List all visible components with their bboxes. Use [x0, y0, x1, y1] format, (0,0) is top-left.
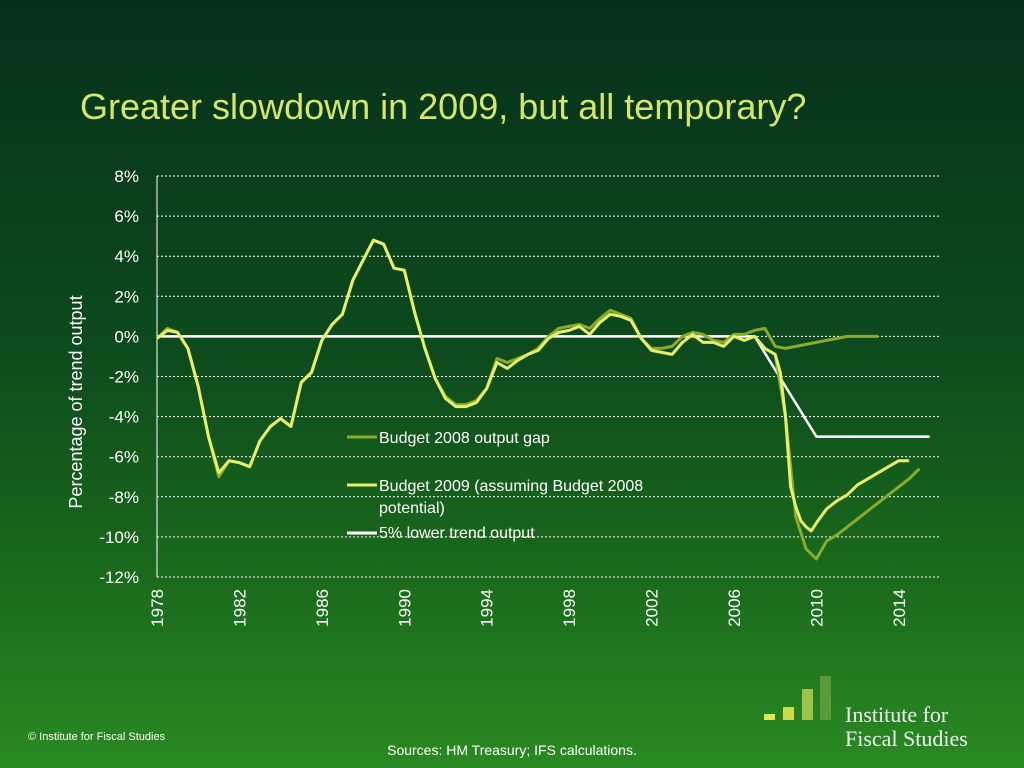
legend: Budget 2008 output gap Budget 2009 (assu… [347, 430, 643, 542]
gridlines [156, 175, 940, 578]
y-tick-label: -10% [99, 528, 139, 547]
copyright-notice: © Institute for Fiscal Studies [28, 731, 166, 743]
logo-bar-2 [783, 707, 794, 720]
y-tick-labels: 8% 6% 4% 2% 0% -2% -4% -6% -8% -10% -12% [99, 167, 139, 587]
series-lines [155, 238, 930, 561]
logo-text-line1: Institute for [845, 702, 949, 727]
y-tick-label: 8% [114, 167, 139, 186]
sources-note: Sources: HM Treasury; IFS calculations. [387, 742, 637, 758]
legend-label-budget-2009-line1: Budget 2009 (assuming Budget 2008 [379, 478, 643, 495]
x-tick-label: 2014 [890, 589, 909, 627]
y-tick-label: 6% [114, 207, 139, 226]
series-line-budget-2008-continued [773, 354, 921, 561]
logo-bar-1 [764, 714, 775, 720]
series-line-lower-trend [157, 335, 930, 438]
logo-bar-3 [802, 689, 813, 720]
x-tick-label: 1994 [478, 589, 497, 627]
y-tick-label: -8% [109, 488, 139, 507]
x-tick-label: 1978 [148, 589, 167, 627]
legend-label-budget-2009-line2: potential) [379, 500, 445, 517]
x-tick-label: 2010 [807, 589, 826, 627]
y-tick-label: 4% [114, 247, 139, 266]
y-tick-label: -2% [109, 368, 139, 387]
x-tick-label: 1982 [230, 589, 249, 627]
y-tick-label: -12% [99, 568, 139, 587]
x-tick-label: 2002 [643, 589, 662, 627]
series-line-budget-2009 [156, 238, 910, 533]
x-tick-label: 2006 [725, 589, 744, 627]
x-tick-labels: 1978 1982 1986 1990 1994 1998 2002 2006 2010 2014 [148, 589, 909, 627]
x-tick-label: 1986 [313, 589, 332, 627]
logo-bar-4 [820, 676, 831, 720]
y-tick-label: -4% [109, 408, 139, 427]
x-tick-label: 1998 [560, 589, 579, 627]
ifs-logo [764, 676, 831, 720]
logo-text-line2: Fiscal Studies [845, 726, 968, 751]
slide-title: Greater slowdown in 2009, but all tempor… [80, 86, 807, 127]
y-tick-label: -6% [109, 448, 139, 467]
y-tick-label: 0% [114, 327, 139, 346]
y-axis-label: Percentage of trend output [66, 295, 86, 508]
y-tick-label: 2% [114, 287, 139, 306]
x-tick-label: 1990 [395, 589, 414, 627]
legend-label-lower-trend: 5% lower trend output [379, 525, 535, 542]
legend-label-budget-2008: Budget 2008 output gap [379, 430, 550, 447]
